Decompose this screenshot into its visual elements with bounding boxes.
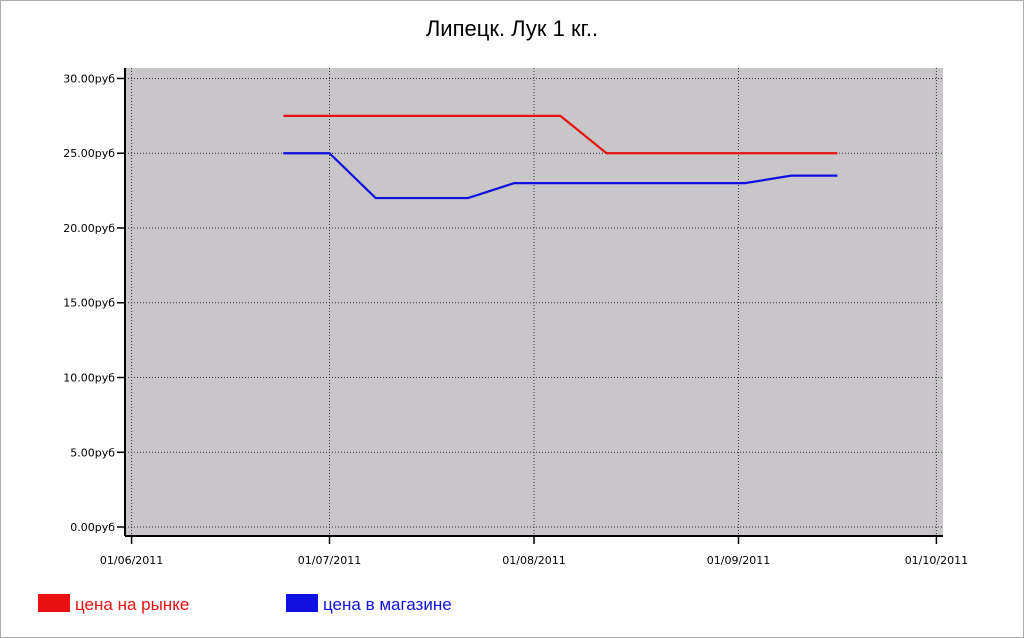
x-tick-label: 01/09/2011 <box>707 554 770 567</box>
x-tick-label: 01/10/2011 <box>905 554 968 567</box>
x-tick-label: 01/06/2011 <box>100 554 163 567</box>
y-tick-label: 25.00руб <box>63 147 115 160</box>
series-line <box>283 114 838 155</box>
y-tick-label: 15.00руб <box>63 297 115 310</box>
legend-swatch <box>38 594 70 612</box>
legend-swatch <box>286 594 318 612</box>
series-line <box>283 152 838 200</box>
y-tick-label: 10.00руб <box>63 372 115 385</box>
y-tick-label: 0.00руб <box>70 521 115 534</box>
y-tick-label: 5.00руб <box>70 446 115 459</box>
legend-label: цена в магазине <box>323 595 452 614</box>
y-tick-label: 30.00руб <box>63 72 115 85</box>
y-tick-label: 20.00руб <box>63 222 115 235</box>
x-tick-label: 01/07/2011 <box>298 554 361 567</box>
legend-label: цена на рынке <box>75 595 189 614</box>
x-tick-label: 01/08/2011 <box>502 554 565 567</box>
chart-title: Липецк. Лук 1 кг.. <box>426 16 598 41</box>
